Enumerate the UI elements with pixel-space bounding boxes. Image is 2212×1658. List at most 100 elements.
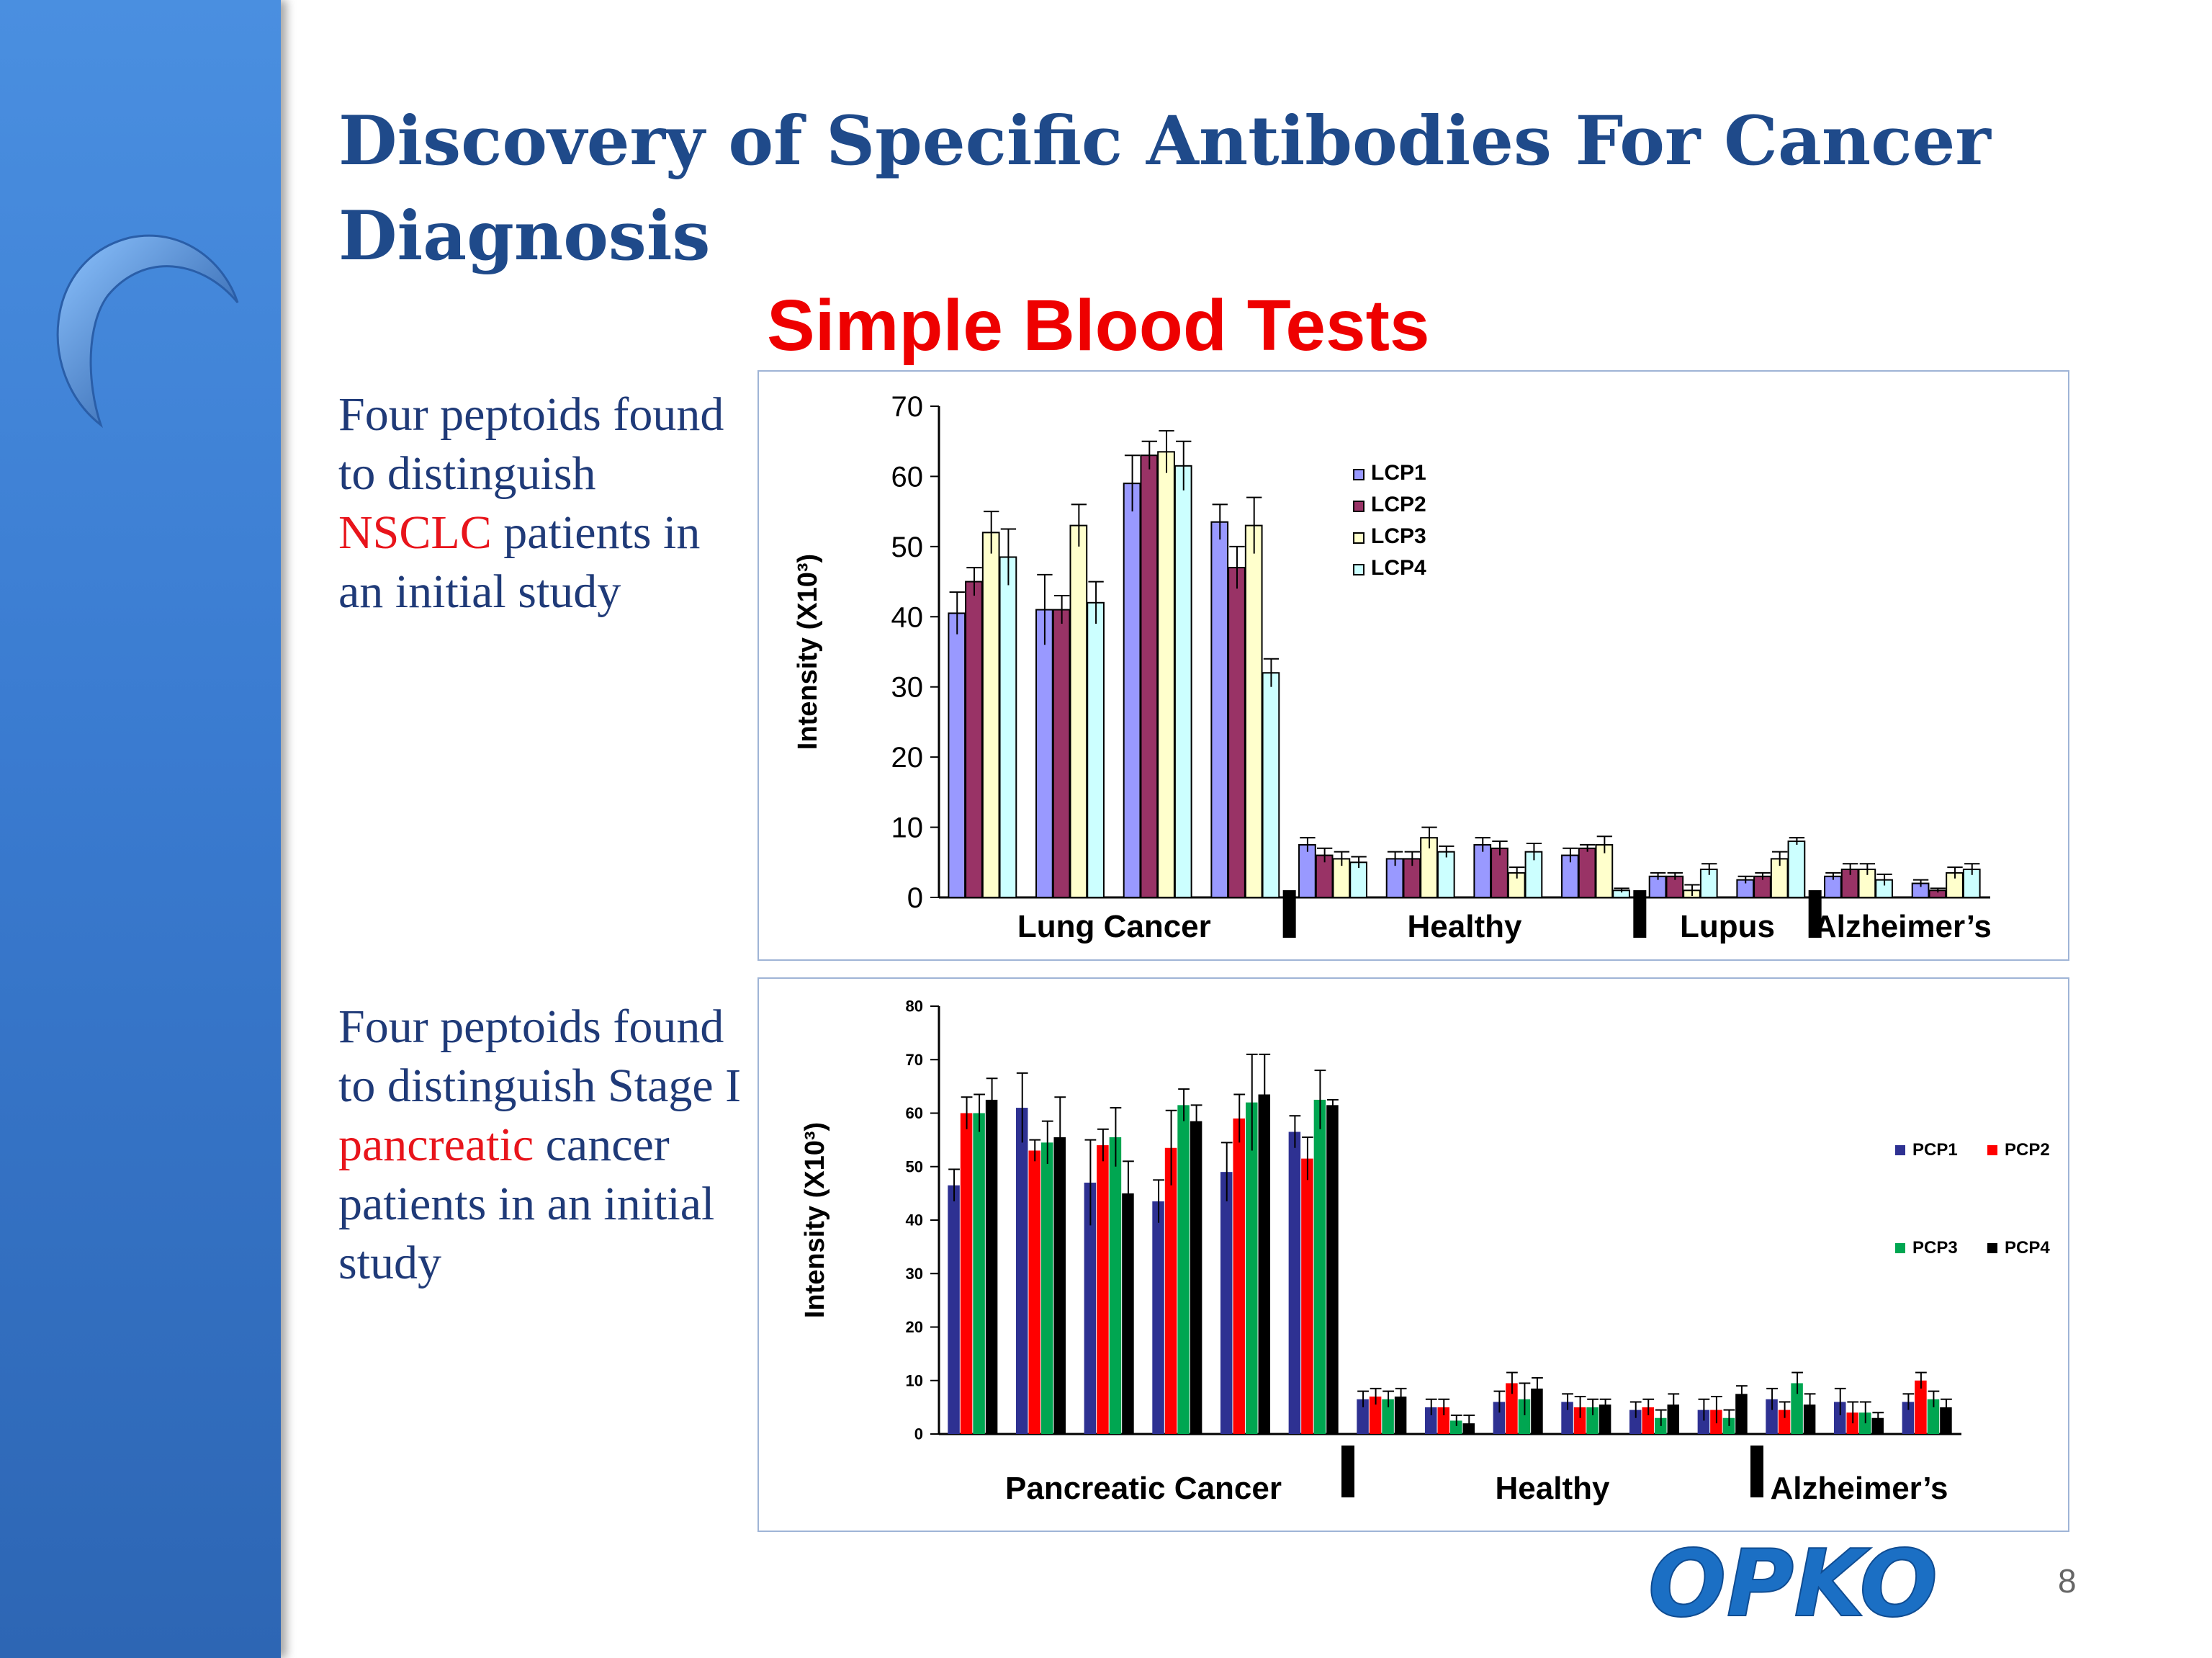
bar xyxy=(1473,843,1492,899)
y-tick-label: 60 xyxy=(891,461,924,493)
highlight-text: pancreatic xyxy=(338,1119,534,1171)
description-bottom: Four peptoids found to distinguish Stage… xyxy=(338,998,742,1293)
bar xyxy=(1301,1158,1313,1434)
y-tick-label: 10 xyxy=(906,1371,923,1389)
y-tick-label: 40 xyxy=(891,601,924,633)
bar xyxy=(1041,1142,1053,1434)
bar xyxy=(1228,567,1246,898)
y-tick-label: 70 xyxy=(891,391,924,423)
bar xyxy=(1288,1132,1301,1434)
bar xyxy=(1518,1399,1531,1434)
description-text: patients in an initial study xyxy=(338,506,701,618)
lung-cancer-chart-panel: 0 10 20 30 40 50 60 70 Intensity (X10³) Lung Canc… xyxy=(757,370,2069,961)
group-label: Healthy xyxy=(1408,909,1522,944)
y-axis-label: Intensity (X10³) xyxy=(800,1122,830,1318)
bar xyxy=(1177,1105,1190,1434)
bar xyxy=(1927,1399,1940,1434)
bar xyxy=(1902,1402,1915,1434)
group-divider xyxy=(1750,1446,1763,1497)
bar xyxy=(1833,1402,1846,1434)
group-divider xyxy=(1282,890,1296,938)
crescent-logo-icon xyxy=(56,234,239,429)
y-tick-label: 20 xyxy=(906,1318,923,1336)
pancreatic-cancer-chart: 0 10 20 30 40 50 60 70 80 Intensity (X10³) Pancrea… xyxy=(800,998,2050,1506)
bar xyxy=(1157,451,1175,899)
y-tick-label: 70 xyxy=(906,1051,923,1069)
bar xyxy=(1174,465,1192,899)
highlight-text: NSCLC xyxy=(338,506,492,559)
bar xyxy=(1766,1399,1778,1434)
bar xyxy=(1190,1121,1202,1434)
bar xyxy=(1803,1404,1816,1434)
y-tick-label: 50 xyxy=(906,1157,923,1175)
bar xyxy=(1778,1410,1791,1434)
bar xyxy=(1735,1394,1748,1434)
y-tick-label: 60 xyxy=(906,1104,923,1122)
group-divider xyxy=(1808,890,1822,938)
y-tick-label: 0 xyxy=(907,882,923,914)
bar xyxy=(1152,1201,1164,1434)
bar xyxy=(1871,1417,1884,1434)
legend-swatch xyxy=(1895,1145,1905,1155)
bar xyxy=(1015,1108,1028,1434)
bar xyxy=(1313,1099,1326,1434)
bar xyxy=(948,612,966,898)
bar xyxy=(1940,1407,1952,1434)
bar xyxy=(1450,1420,1462,1434)
svg-text:OPKO: OPKO xyxy=(1648,1538,1938,1631)
bar xyxy=(1097,1145,1109,1434)
bar xyxy=(1394,1397,1407,1434)
slide-subtitle: Simple Blood Tests xyxy=(767,285,1430,366)
bar xyxy=(1578,847,1596,898)
legend-label: PCP1 xyxy=(1912,1140,1958,1160)
bar xyxy=(1791,1383,1803,1434)
bar xyxy=(1493,1402,1506,1434)
bar xyxy=(1437,851,1455,899)
group-label: Pancreatic Cancer xyxy=(1005,1471,1282,1506)
bar xyxy=(1233,1118,1245,1434)
bar xyxy=(1087,601,1105,898)
group-label: Lung Cancer xyxy=(1017,909,1211,944)
legend-swatch xyxy=(1895,1243,1905,1253)
bar xyxy=(1586,1407,1599,1434)
legend-label: PCP2 xyxy=(2005,1140,2050,1160)
bar xyxy=(1246,1102,1258,1434)
legend-label: PCP4 xyxy=(2005,1238,2050,1258)
bar xyxy=(1915,1380,1927,1434)
sidebar-panel xyxy=(0,0,281,1658)
description-text: Four peptoids found to distinguish Stage… xyxy=(338,1000,742,1112)
bar xyxy=(1561,1402,1573,1434)
legend-swatch xyxy=(1353,564,1364,575)
group-label: Alzheimer’s xyxy=(1771,1471,1948,1506)
bar xyxy=(1642,1407,1654,1434)
bar xyxy=(1326,1105,1339,1434)
group-label: Lupus xyxy=(1680,909,1775,944)
bar xyxy=(1722,1417,1735,1434)
bar xyxy=(973,1113,985,1434)
legend-swatch xyxy=(1353,532,1364,544)
bar xyxy=(1123,483,1141,898)
bar xyxy=(1787,841,1806,898)
lung-cancer-chart: 0 10 20 30 40 50 60 70 Intensity (X10³) Lung Canc… xyxy=(793,391,1992,944)
bar xyxy=(999,556,1017,898)
y-tick-label: 10 xyxy=(891,812,924,844)
group-label: Healthy xyxy=(1496,1471,1610,1506)
y-tick-label: 80 xyxy=(906,998,923,1016)
bar xyxy=(1357,1399,1369,1434)
bar xyxy=(1164,1147,1177,1434)
bar xyxy=(1599,1404,1611,1434)
legend-swatch xyxy=(1353,501,1364,512)
slide-title: Discovery of Specific Antibodies For Can… xyxy=(338,102,1991,276)
group-divider xyxy=(1633,890,1647,938)
description-top: Four peptoids found to distinguish NSCLC… xyxy=(338,385,742,622)
bar xyxy=(1244,524,1263,898)
bar xyxy=(1109,1137,1122,1434)
bar xyxy=(1262,672,1280,898)
bar xyxy=(1437,1407,1449,1434)
description-text: Four peptoids found to distinguish xyxy=(338,388,724,500)
bar xyxy=(1028,1150,1040,1434)
bar xyxy=(1258,1094,1271,1434)
bar xyxy=(1573,1407,1586,1434)
bar xyxy=(1140,454,1159,898)
y-axis-label: Intensity (X10³) xyxy=(793,554,823,750)
